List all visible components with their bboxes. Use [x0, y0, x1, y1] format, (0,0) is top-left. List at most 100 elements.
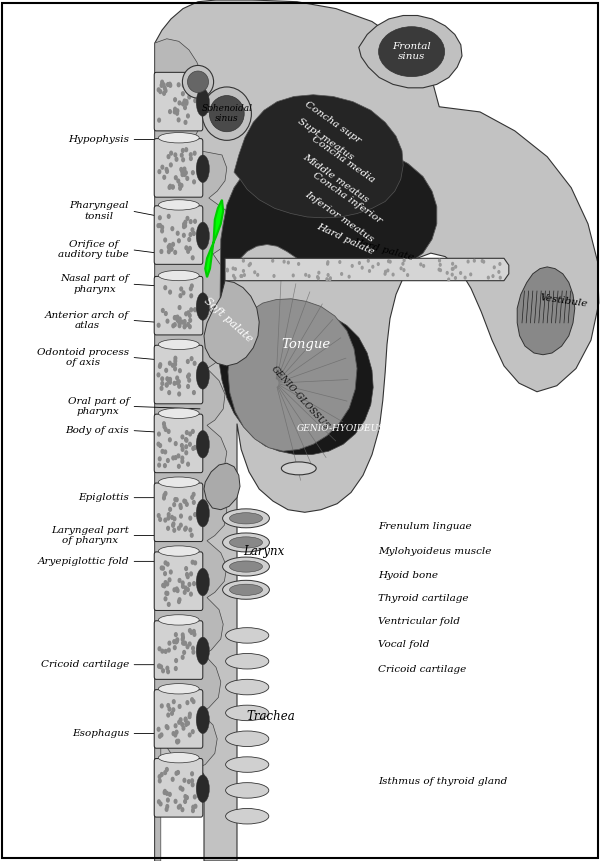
Circle shape [179, 183, 181, 187]
Circle shape [185, 102, 188, 105]
Ellipse shape [182, 65, 214, 98]
Circle shape [180, 183, 183, 188]
Circle shape [160, 733, 163, 737]
Ellipse shape [226, 679, 269, 695]
Circle shape [193, 633, 196, 636]
Polygon shape [234, 95, 403, 218]
Circle shape [160, 665, 163, 669]
Circle shape [185, 722, 188, 727]
Circle shape [179, 786, 182, 790]
Circle shape [181, 448, 184, 451]
Text: Frontal
sinus: Frontal sinus [392, 42, 431, 61]
Circle shape [176, 740, 178, 743]
Circle shape [487, 276, 489, 279]
Circle shape [169, 109, 172, 114]
Circle shape [183, 778, 186, 782]
Circle shape [161, 80, 163, 84]
Ellipse shape [196, 362, 209, 389]
Circle shape [176, 319, 179, 322]
Circle shape [181, 170, 184, 174]
Circle shape [175, 587, 178, 591]
Circle shape [189, 232, 192, 237]
Ellipse shape [158, 133, 199, 143]
Circle shape [164, 649, 167, 653]
Circle shape [248, 264, 250, 267]
Circle shape [184, 586, 187, 590]
Circle shape [193, 232, 195, 235]
Circle shape [158, 118, 160, 122]
Circle shape [192, 447, 194, 450]
Circle shape [164, 89, 167, 93]
Circle shape [188, 715, 191, 719]
Circle shape [181, 637, 184, 641]
Circle shape [164, 580, 167, 585]
Circle shape [182, 233, 185, 237]
Circle shape [191, 256, 194, 260]
Circle shape [159, 362, 161, 367]
Circle shape [178, 464, 180, 468]
Circle shape [163, 493, 166, 498]
Circle shape [158, 734, 161, 738]
Circle shape [185, 100, 188, 103]
Circle shape [172, 456, 175, 460]
Circle shape [159, 90, 161, 94]
Circle shape [169, 84, 172, 87]
Circle shape [190, 592, 192, 596]
Text: Anterior arch of
atlas: Anterior arch of atlas [45, 311, 129, 330]
Circle shape [173, 503, 176, 506]
Circle shape [167, 517, 170, 520]
Text: Trachea: Trachea [247, 709, 296, 723]
Circle shape [179, 504, 182, 507]
Circle shape [175, 442, 177, 445]
Circle shape [181, 722, 184, 727]
Circle shape [183, 499, 185, 503]
Ellipse shape [226, 757, 269, 772]
Circle shape [273, 275, 275, 277]
Circle shape [272, 259, 274, 262]
Circle shape [162, 567, 164, 570]
Circle shape [403, 259, 405, 262]
Circle shape [172, 523, 175, 527]
Circle shape [164, 572, 166, 575]
Circle shape [184, 591, 186, 594]
Circle shape [191, 170, 194, 175]
Circle shape [162, 669, 164, 672]
Circle shape [176, 740, 179, 744]
Circle shape [184, 527, 187, 531]
Circle shape [185, 567, 187, 571]
Circle shape [176, 111, 178, 115]
Circle shape [161, 377, 164, 381]
Circle shape [176, 638, 179, 641]
Circle shape [190, 220, 192, 224]
Circle shape [187, 323, 190, 326]
Text: Body of axis: Body of axis [65, 426, 129, 435]
Circle shape [176, 640, 178, 643]
Text: Supt meatus: Supt meatus [296, 117, 355, 162]
Circle shape [327, 274, 329, 276]
Circle shape [170, 152, 172, 155]
Circle shape [159, 224, 161, 227]
Circle shape [167, 526, 169, 530]
FancyBboxPatch shape [154, 690, 203, 748]
Circle shape [171, 516, 173, 519]
Circle shape [188, 325, 191, 329]
Circle shape [164, 238, 167, 242]
Text: Thyroid cartilage: Thyroid cartilage [378, 594, 469, 603]
Circle shape [451, 273, 453, 276]
Circle shape [341, 273, 343, 276]
Circle shape [188, 642, 191, 646]
Circle shape [455, 276, 457, 279]
Circle shape [166, 377, 169, 381]
Ellipse shape [196, 637, 209, 665]
Circle shape [298, 263, 299, 265]
Circle shape [182, 225, 185, 228]
Circle shape [187, 250, 190, 253]
Circle shape [173, 588, 176, 592]
Circle shape [167, 245, 170, 249]
Ellipse shape [196, 155, 209, 183]
Circle shape [188, 95, 191, 99]
Circle shape [183, 99, 186, 102]
Circle shape [176, 376, 178, 380]
Circle shape [172, 185, 174, 189]
Circle shape [182, 727, 185, 730]
